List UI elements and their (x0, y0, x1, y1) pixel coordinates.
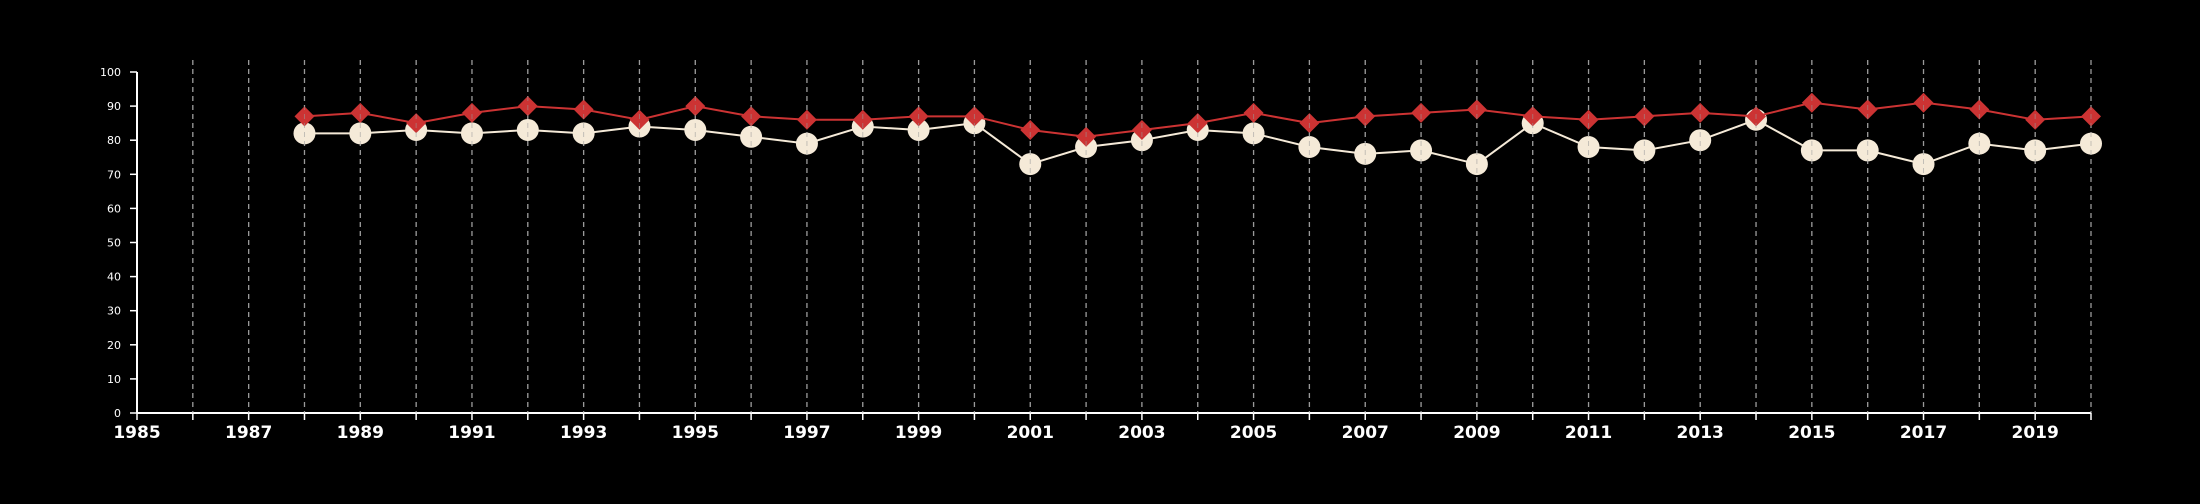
data-point-diamond (629, 109, 650, 130)
x-tick-label: 1987 (225, 423, 272, 443)
data-point-circle (684, 118, 707, 141)
data-point-circle (1689, 129, 1712, 152)
x-tick-label: 1995 (672, 423, 719, 443)
data-point-diamond (1690, 102, 1711, 123)
y-tick-label: 60 (107, 202, 121, 215)
y-tick-label: 80 (107, 134, 121, 147)
data-point-circle (1130, 129, 1153, 152)
x-tick-label: 2005 (1230, 423, 1277, 443)
data-point-diamond (2025, 109, 2046, 130)
data-point-diamond (461, 102, 482, 123)
data-point-circle (516, 118, 539, 141)
x-ticks: 1985 1987 1989 1991 1993 1995 1997 1999 2001 2003… (113, 413, 2092, 443)
data-point-diamond (1243, 102, 1264, 123)
x-tick-label: 1989 (337, 423, 384, 443)
x-tick-label: 1993 (560, 423, 607, 443)
x-tick-label: 2009 (1453, 423, 1500, 443)
data-point-diamond (1578, 109, 1599, 130)
x-tick-label: 2017 (1900, 423, 1947, 443)
x-tick-label: 2013 (1677, 423, 1724, 443)
x-tick-label: 2001 (1007, 423, 1054, 443)
data-point-circle (1298, 136, 1321, 159)
axes (136, 72, 2091, 414)
x-tick-label: 1985 (113, 423, 160, 443)
x-tick-label: 1999 (895, 423, 942, 443)
data-point-diamond (350, 102, 371, 123)
data-point-diamond (1131, 119, 1152, 140)
y-tick-label: 70 (107, 168, 121, 181)
data-point-diamond (1411, 102, 1432, 123)
x-tick-label: 2007 (1342, 423, 1389, 443)
x-tick-label: 1991 (448, 423, 495, 443)
data-point-circle (1465, 153, 1488, 176)
series (192, 60, 2102, 413)
x-tick-label: 2015 (1788, 423, 1835, 443)
data-point-circle (907, 118, 930, 141)
data-point-circle (1912, 153, 1935, 176)
y-tick-label: 10 (107, 373, 121, 386)
y-tick-label: 40 (107, 271, 121, 284)
data-point-diamond (852, 109, 873, 130)
x-tick-label: 2003 (1118, 423, 1165, 443)
gridline-overlay (192, 60, 2092, 413)
data-point-diamond (1020, 119, 1041, 140)
y-tick-label: 0 (114, 407, 121, 420)
y-ticks: 0 10 20 30 40 50 60 70 80 90 100 (100, 66, 137, 420)
y-tick-label: 100 (100, 66, 121, 79)
y-tick-label: 90 (107, 100, 121, 113)
data-point-circle (1019, 153, 1042, 176)
data-point-diamond (796, 109, 817, 130)
data-point-diamond (1801, 92, 1822, 113)
data-point-diamond (1913, 92, 1934, 113)
y-tick-label: 20 (107, 339, 121, 352)
x-tick-label: 1997 (783, 423, 830, 443)
y-tick-label: 50 (107, 237, 121, 250)
y-tick-label: 30 (107, 305, 121, 318)
data-point-circle (1577, 136, 1600, 159)
x-tick-label: 2019 (2012, 423, 2059, 443)
x-tick-label: 2011 (1565, 423, 1612, 443)
data-point-circle (1075, 136, 1098, 159)
